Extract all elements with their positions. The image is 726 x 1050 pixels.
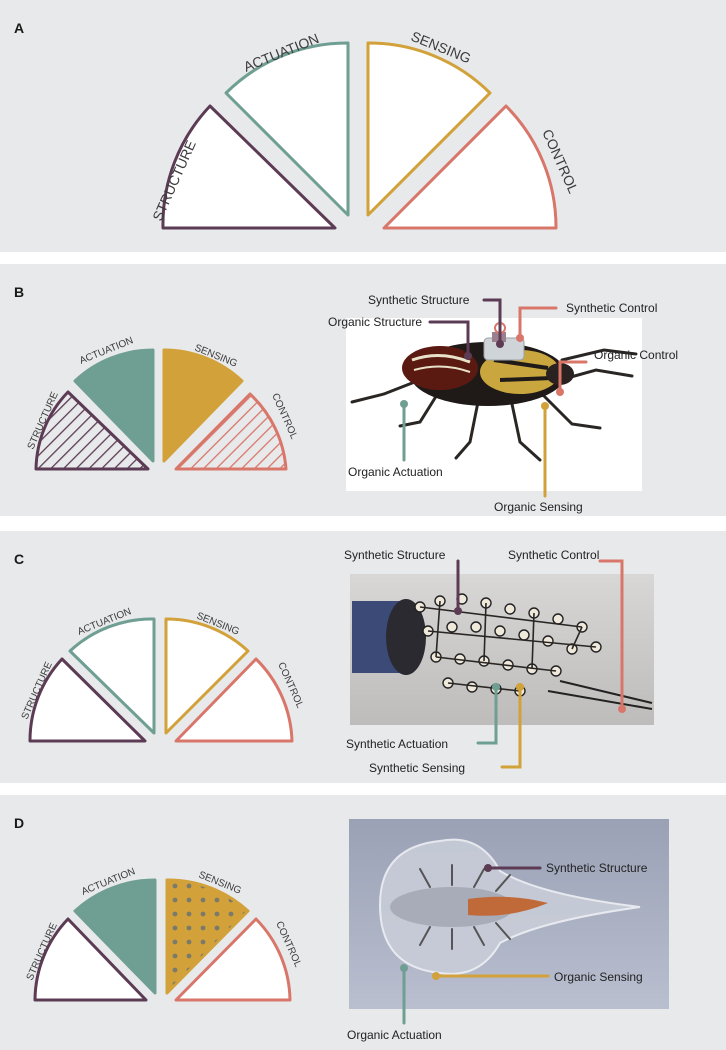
callout-organic-actuation: Organic Actuation	[347, 1028, 442, 1042]
structure-wedge	[28, 657, 147, 743]
callout-lines	[402, 866, 550, 1025]
sensing-wedge	[366, 41, 492, 217]
callout-organic-structure: Organic Structure	[328, 315, 422, 329]
panel-b: B STRUCTURE ACTUATION SENSING CONTROL	[0, 264, 726, 516]
callout-organic-sensing: Organic Sensing	[554, 970, 643, 984]
callout-dots	[400, 334, 564, 410]
structure-wedge	[161, 104, 337, 230]
panel-label: A	[14, 20, 25, 36]
robot-photo	[350, 574, 654, 725]
sensing-wedge	[162, 348, 244, 463]
panel-c: C STRUCTURE ACTUATION SENSING CONTROL	[0, 531, 726, 783]
structure-wedge	[34, 390, 150, 471]
callout-synthetic-sensing: Synthetic Sensing	[369, 761, 465, 775]
panel-label: B	[14, 284, 25, 300]
callout-synthetic-structure: Synthetic Structure	[546, 861, 648, 875]
sensing-wedge	[165, 878, 250, 995]
callout-synthetic-structure: Synthetic Structure	[368, 293, 470, 307]
actuation-wedge	[68, 617, 156, 735]
callout-organic-sensing: Organic Sensing	[494, 500, 583, 514]
quadrant-diagram: STRUCTURE ACTUATION SENSING CONTROL	[25, 819, 669, 1042]
quadrant-diagram: STRUCTURE ACTUATION SENSING CONTROL	[149, 28, 582, 230]
panel-a: A STRUCTURE ACTUATION SENSING CONTROL	[0, 0, 726, 252]
control-wedge	[382, 104, 558, 230]
panel-d: D STRUCTURE ACTUATION SENSING CONTROL	[0, 795, 726, 1050]
callout-synthetic-control: Synthetic Control	[566, 301, 657, 315]
control-wedge	[174, 657, 294, 743]
quadrant-diagram: STRUCTURE ACTUATION SENSING CONTROL	[20, 548, 654, 775]
panel-label: D	[14, 815, 25, 831]
callout-lines	[402, 298, 588, 498]
callout-synthetic-actuation: Synthetic Actuation	[346, 737, 448, 751]
actuation-wedge	[73, 878, 157, 995]
callout-lines	[456, 559, 624, 769]
callout-organic-control: Organic Control	[594, 348, 678, 362]
callout-dots	[400, 864, 492, 980]
sensing-wedge	[164, 617, 250, 735]
callout-synthetic-structure: Synthetic Structure	[344, 548, 446, 562]
actuation-wedge	[73, 348, 155, 463]
control-wedge	[174, 392, 288, 471]
callout-synthetic-control: Synthetic Control	[508, 548, 599, 562]
control-wedge	[174, 917, 292, 1002]
structure-wedge	[33, 917, 148, 1002]
panel-label: C	[14, 551, 25, 567]
quadrant-diagram: STRUCTURE ACTUATION SENSING CONTROL	[26, 293, 678, 514]
callout-dots	[454, 607, 626, 713]
actuation-wedge	[224, 41, 350, 217]
callout-organic-actuation: Organic Actuation	[348, 465, 443, 479]
beetle-photo	[346, 318, 642, 491]
